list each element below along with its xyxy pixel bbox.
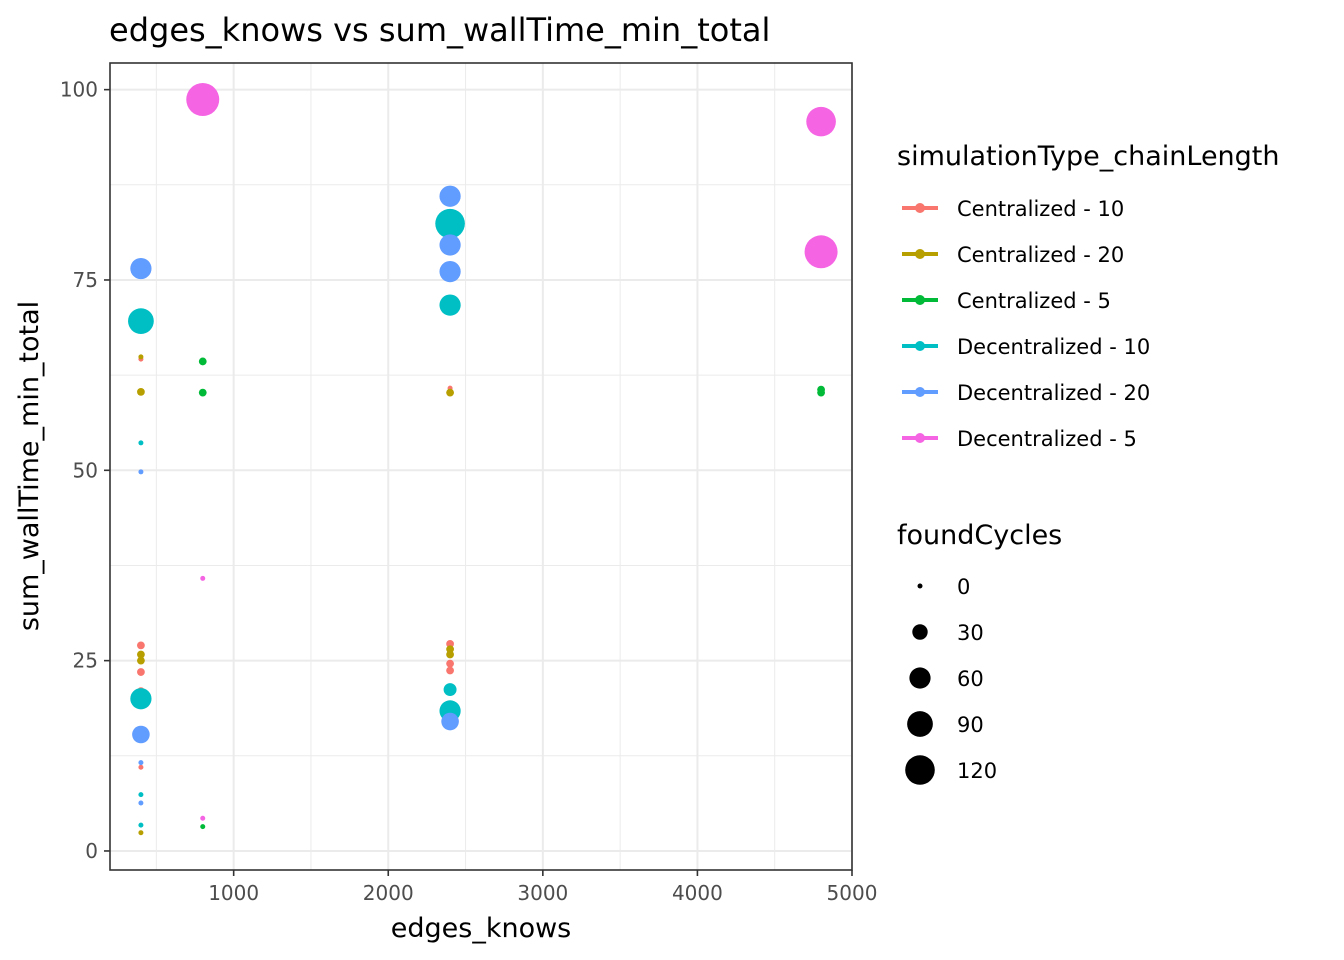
data-point bbox=[138, 469, 144, 475]
legend-label: Decentralized - 20 bbox=[957, 381, 1150, 405]
size-legend-title: foundCycles bbox=[897, 520, 1062, 551]
data-point bbox=[446, 645, 454, 654]
size-legend-key bbox=[905, 755, 935, 785]
data-point bbox=[130, 257, 152, 280]
size-legend-key bbox=[909, 667, 931, 689]
legend-key-dot bbox=[915, 249, 925, 259]
legend-key-dot bbox=[915, 203, 925, 213]
color-legend-title: simulationType_chainLength bbox=[897, 141, 1280, 172]
data-point bbox=[435, 208, 465, 239]
data-point bbox=[806, 106, 836, 137]
data-point bbox=[200, 575, 206, 581]
data-point bbox=[439, 260, 461, 283]
x-tick-label: 4000 bbox=[672, 881, 723, 905]
data-point bbox=[137, 650, 145, 659]
data-point bbox=[137, 668, 145, 676]
size-legend: foundCycles 0 30 60 90 120 bbox=[897, 520, 1062, 785]
y-axis-title: sum_wallTime_min_total bbox=[14, 301, 45, 631]
data-point bbox=[439, 185, 461, 207]
y-tick-label: 0 bbox=[85, 839, 98, 863]
data-point bbox=[137, 656, 145, 665]
x-axis-ticks: 1000 2000 3000 4000 5000 bbox=[208, 870, 877, 905]
data-point bbox=[446, 388, 454, 397]
y-tick-label: 100 bbox=[60, 78, 98, 102]
legend-label: Centralized - 10 bbox=[957, 197, 1124, 221]
color-legend-items: Centralized - 10 Centralized - 20 Centrali… bbox=[902, 197, 1150, 451]
legend-key-dot bbox=[915, 295, 925, 305]
data-point bbox=[443, 683, 457, 697]
size-legend-items: 0 30 60 90 120 bbox=[905, 575, 997, 785]
legend-label: Decentralized - 5 bbox=[957, 427, 1137, 451]
size-legend-key bbox=[912, 624, 928, 640]
data-point bbox=[446, 650, 454, 659]
x-tick-label: 2000 bbox=[363, 881, 414, 905]
panel-border bbox=[109, 62, 853, 871]
data-point bbox=[138, 800, 144, 806]
plot-panel bbox=[109, 62, 853, 871]
data-point bbox=[446, 659, 454, 668]
y-tick-label: 50 bbox=[73, 458, 98, 482]
legend-label: Centralized - 5 bbox=[957, 289, 1111, 313]
legend-key-dot bbox=[915, 341, 925, 351]
data-point bbox=[200, 815, 206, 821]
color-legend: simulationType_chainLength Centralized -… bbox=[897, 141, 1280, 451]
data-point bbox=[446, 639, 454, 648]
data-point bbox=[130, 688, 152, 710]
data-point bbox=[128, 308, 154, 334]
size-legend-label: 0 bbox=[957, 575, 970, 599]
chart-title: edges_knows vs sum_wallTime_min_total bbox=[109, 11, 770, 49]
data-point bbox=[138, 830, 144, 836]
panel-background bbox=[110, 63, 852, 870]
data-point bbox=[138, 760, 144, 766]
size-legend-label: 30 bbox=[957, 621, 984, 645]
x-tick-label: 3000 bbox=[517, 881, 568, 905]
data-point bbox=[138, 440, 144, 446]
data-point bbox=[817, 388, 825, 397]
data-point bbox=[804, 235, 838, 269]
data-point bbox=[198, 357, 207, 366]
size-legend-label: 90 bbox=[957, 713, 984, 737]
data-point bbox=[186, 83, 220, 117]
x-tick-label: 5000 bbox=[827, 881, 878, 905]
data-point bbox=[446, 666, 454, 675]
data-point bbox=[138, 822, 144, 828]
y-tick-label: 75 bbox=[73, 268, 98, 292]
data-point bbox=[441, 712, 459, 731]
legend-label: Centralized - 20 bbox=[957, 243, 1124, 267]
y-axis-ticks: 0 25 50 75 100 bbox=[60, 78, 110, 863]
x-tick-label: 1000 bbox=[208, 881, 259, 905]
legend-key-dot bbox=[915, 433, 925, 443]
data-point bbox=[439, 294, 461, 316]
data-point bbox=[138, 354, 144, 360]
data-point bbox=[138, 792, 144, 798]
x-axis-title: edges_knows bbox=[391, 913, 571, 944]
data-point bbox=[200, 824, 206, 830]
data-point bbox=[198, 388, 207, 397]
size-legend-label: 120 bbox=[957, 759, 997, 783]
legend-label: Decentralized - 10 bbox=[957, 335, 1150, 359]
data-point bbox=[132, 725, 150, 744]
legend-key-dot bbox=[915, 387, 925, 397]
data-point bbox=[138, 764, 144, 770]
data-points bbox=[128, 83, 838, 836]
size-legend-key bbox=[907, 711, 933, 737]
data-point bbox=[137, 641, 145, 650]
size-legend-key bbox=[917, 583, 923, 589]
data-point bbox=[439, 234, 461, 256]
size-legend-label: 60 bbox=[957, 667, 984, 691]
y-tick-label: 25 bbox=[73, 649, 98, 673]
data-point bbox=[137, 388, 145, 396]
